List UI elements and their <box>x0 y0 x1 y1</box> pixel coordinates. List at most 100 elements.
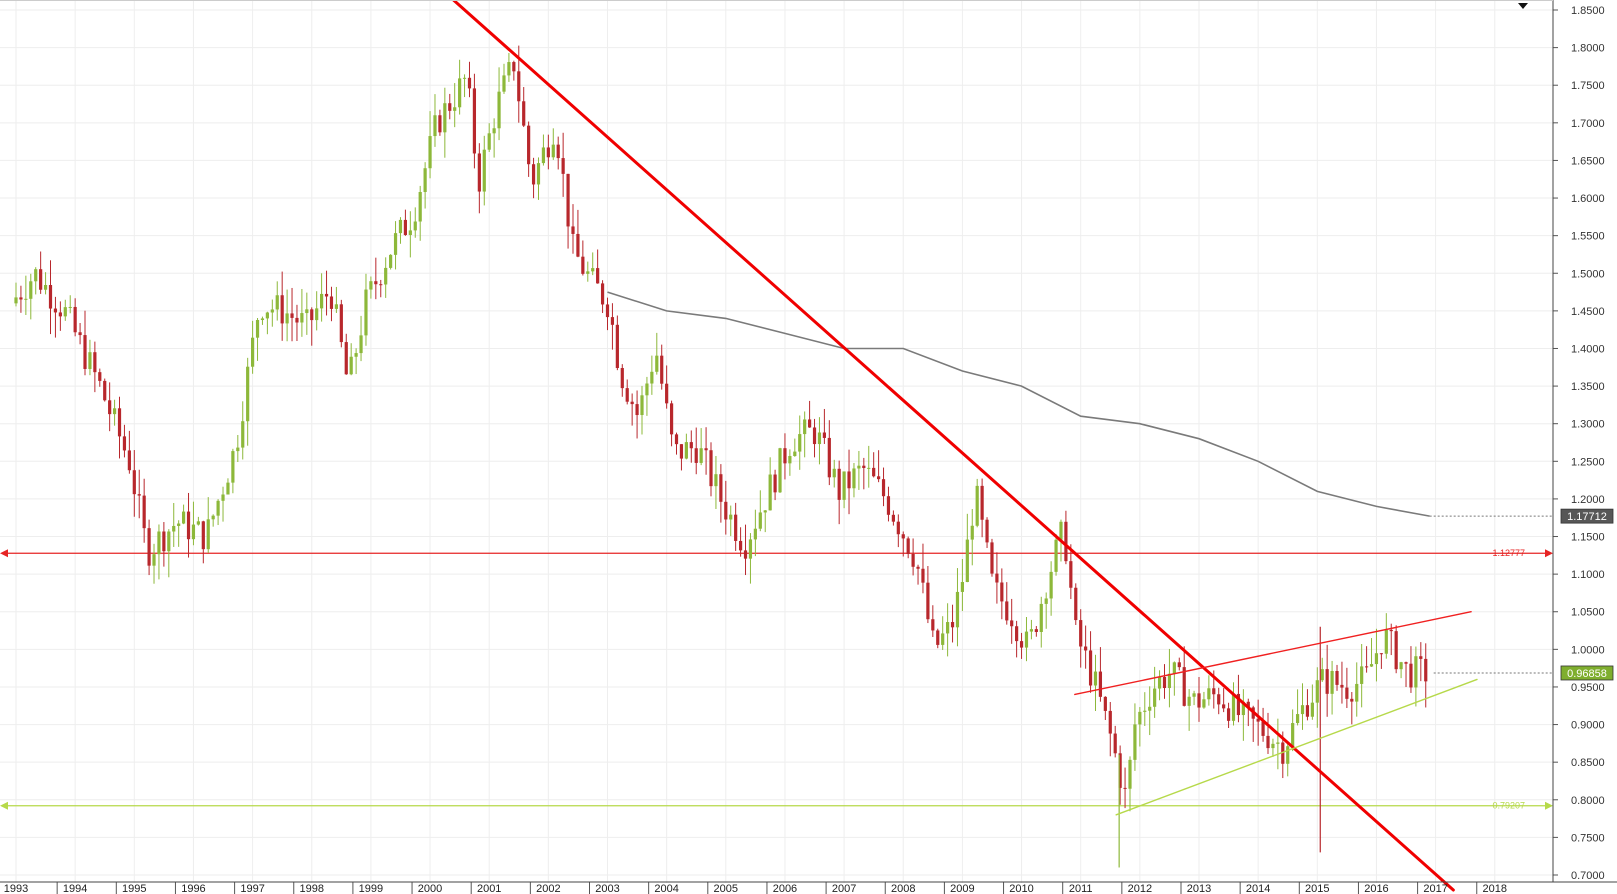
candle-down <box>896 521 900 535</box>
candle-up <box>181 511 186 524</box>
collapse-arrow-icon <box>1518 3 1528 9</box>
candle-down <box>995 573 999 583</box>
candle-down <box>812 427 817 445</box>
candle-down <box>1123 787 1127 789</box>
x-tick-label: 2001 <box>477 883 501 894</box>
candle-down <box>1005 601 1009 621</box>
y-tick-label: 1.3000 <box>1571 419 1605 431</box>
candle-down <box>290 313 294 318</box>
candle-up <box>393 233 398 255</box>
candle-down <box>39 269 43 290</box>
candle-up <box>334 304 338 309</box>
candle-up <box>729 514 733 520</box>
candle-down <box>916 566 920 569</box>
candle-up <box>1133 724 1137 760</box>
candle-down <box>137 494 141 496</box>
candle-up <box>1138 711 1142 725</box>
candle-up <box>1271 743 1275 749</box>
candle-up <box>955 591 960 628</box>
candle-up <box>177 523 181 526</box>
candle-up <box>458 78 462 108</box>
candles-layer <box>14 45 1428 868</box>
candle-down <box>448 103 452 111</box>
candle-up <box>453 107 457 111</box>
candle-up <box>265 312 269 319</box>
candle-down <box>522 101 526 126</box>
candle-up <box>1369 664 1374 667</box>
candle-up <box>699 448 703 463</box>
candle-down <box>1350 698 1354 702</box>
candle-down <box>936 630 940 645</box>
candle-down <box>665 383 669 404</box>
candle-up <box>1291 723 1295 747</box>
candle-down <box>596 268 600 284</box>
candle-down <box>689 442 693 449</box>
moving-average-line <box>607 291 1430 517</box>
candle-up <box>270 309 274 313</box>
candle-down <box>339 304 343 343</box>
support-right-arrow-icon <box>1545 801 1553 810</box>
x-tick-label: 2002 <box>536 883 560 894</box>
moving-average-layer <box>607 291 1553 517</box>
candle-down <box>1364 666 1369 668</box>
candle-up <box>1315 680 1319 703</box>
candle-up <box>1059 521 1063 540</box>
candle-down <box>571 226 575 234</box>
candle-down <box>694 448 698 463</box>
candle-up <box>1355 683 1359 702</box>
candle-up <box>157 531 161 555</box>
candle-down <box>1197 693 1201 708</box>
candle-down <box>921 568 925 583</box>
candle-down <box>1424 658 1428 682</box>
candle-down <box>108 400 112 415</box>
candle-down <box>117 408 122 437</box>
candle-up <box>586 271 590 274</box>
x-tick-label: 2009 <box>950 883 974 894</box>
y-tick-label: 0.9000 <box>1571 720 1605 732</box>
candle-down <box>605 304 610 318</box>
x-tick-label: 2012 <box>1128 883 1152 894</box>
x-tick-label: 2006 <box>773 883 797 894</box>
candle-down <box>103 380 107 401</box>
channel-bottom-trendline <box>1115 678 1478 816</box>
candle-up <box>640 395 644 416</box>
candle-down <box>280 295 284 324</box>
candle-up <box>793 451 797 457</box>
candle-up <box>251 337 255 367</box>
candle-down <box>926 582 930 620</box>
resistance-left-arrow-icon <box>0 549 8 558</box>
candle-down <box>162 531 166 552</box>
candle-down <box>1345 687 1349 699</box>
candle-up <box>428 136 432 169</box>
candle-up <box>221 494 225 501</box>
candle-down <box>1261 721 1265 736</box>
candle-down <box>1019 641 1024 648</box>
y-tick-label: 1.2000 <box>1571 494 1605 506</box>
candle-down <box>1236 693 1241 716</box>
y-tick-label: 1.8500 <box>1571 5 1605 17</box>
y-tick-label: 1.4000 <box>1571 343 1605 355</box>
moving-average-value-badge <box>1560 508 1614 524</box>
candle-down <box>122 436 127 451</box>
x-tick-label: 2003 <box>595 883 619 894</box>
candle-down <box>561 158 565 174</box>
x-tick-label: 2004 <box>654 883 678 894</box>
candle-up <box>763 510 767 513</box>
candle-down <box>546 147 550 158</box>
candle-down <box>472 88 477 154</box>
candle-down <box>512 62 516 72</box>
candle-up <box>1384 629 1388 654</box>
candle-up <box>320 293 324 309</box>
x-tick-label: 2014 <box>1246 883 1270 894</box>
candle-up <box>285 313 289 324</box>
candle-down <box>1182 667 1186 706</box>
candle-down <box>886 496 891 515</box>
candle-down <box>724 501 728 520</box>
candle-down <box>467 77 472 89</box>
candle-up <box>946 622 950 634</box>
candle-up <box>152 554 156 566</box>
candle-up <box>384 267 388 285</box>
y-tick-label: 1.8000 <box>1571 43 1605 55</box>
